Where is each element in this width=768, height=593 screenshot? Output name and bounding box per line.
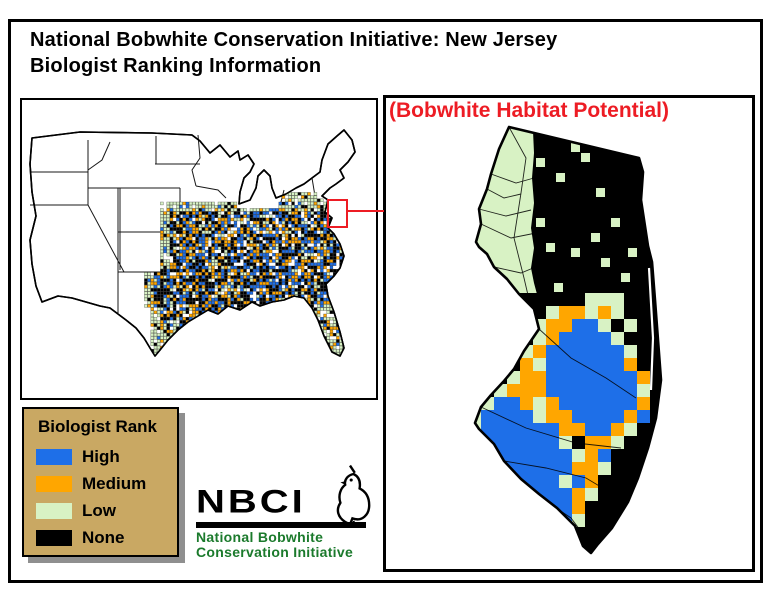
nj-barnegat-bay: [647, 267, 655, 391]
nbci-logo: NBCI National Bobwhite Conservation Init…: [196, 464, 381, 566]
us-outline-stroke: [29, 129, 356, 357]
nj-outline-stroke: [473, 125, 663, 555]
nbci-name-line2: Conservation Initiative: [196, 544, 354, 560]
us-overview-map-panel: [20, 98, 378, 400]
page-title-line1: National Bobwhite Conservation Initiativ…: [30, 29, 558, 51]
legend-item-low: Low: [36, 497, 177, 524]
legend-swatch-none: [36, 529, 72, 546]
legend-item-medium: Medium: [36, 470, 177, 497]
nbci-name-line1: National Bobwhite: [196, 529, 324, 545]
legend-box: Biologist Rank High Medium Low None: [22, 407, 179, 557]
nbci-acronym: NBCI: [196, 484, 306, 521]
legend-swatch-medium: [36, 475, 72, 492]
legend-label-low: Low: [82, 500, 116, 520]
nbci-logo-bar: [196, 522, 366, 528]
nj-county-borders: [478, 127, 637, 539]
us-state-borders: [30, 134, 316, 313]
nj-highlight-box: [327, 199, 348, 228]
us-map: [29, 129, 356, 357]
legend-swatch-low: [36, 502, 72, 519]
legend-label-none: None: [82, 527, 125, 547]
legend-label-high: High: [82, 446, 120, 466]
nj-map-panel: (Bobwhite Habitat Potential): [383, 95, 755, 572]
legend-label-medium: Medium: [82, 473, 147, 493]
nj-rank-cells: [475, 293, 661, 553]
quail-icon: [336, 464, 371, 528]
page-title: National Bobwhite Conservation Initiativ…: [30, 27, 670, 79]
nj-highlight-leader-line: [348, 210, 384, 212]
legend-title: Biologist Rank: [38, 417, 158, 436]
legend-item-none: None: [36, 524, 177, 551]
legend-swatch-high: [36, 448, 72, 465]
nj-map-caption: (Bobwhite Habitat Potential): [389, 99, 669, 122]
nj-map: [473, 125, 663, 555]
nbci-logo-name: National Bobwhite Conservation Initiativ…: [196, 530, 353, 560]
legend-item-high: High: [36, 443, 177, 470]
page-title-line2: Biologist Ranking Information: [30, 55, 322, 77]
